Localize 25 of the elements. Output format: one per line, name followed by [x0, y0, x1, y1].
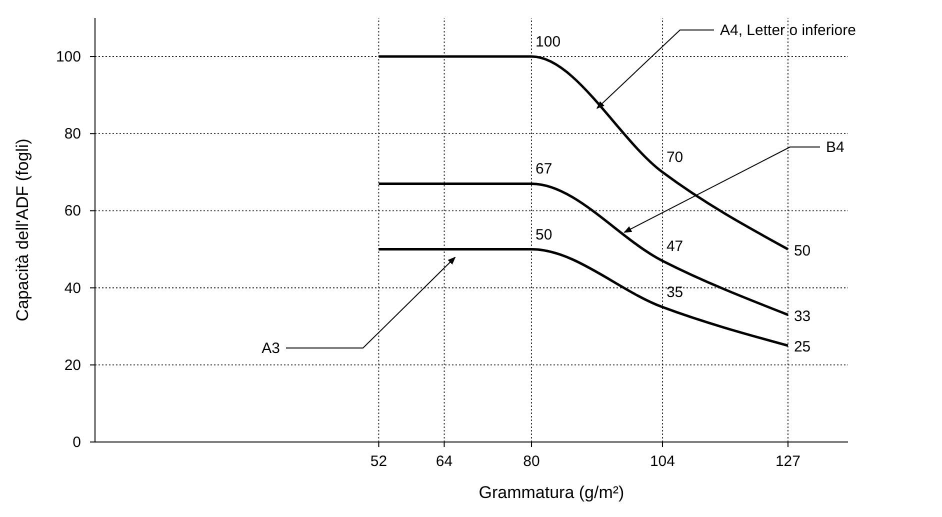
text: A4, Letter o inferiore — [720, 22, 856, 39]
data-label: 47 — [666, 238, 684, 255]
x-tick-label: 52 — [370, 453, 388, 470]
y-axis-title: Capacità dell'ADF (fogli) — [13, 138, 32, 322]
text: A3 — [262, 340, 280, 357]
y-tick-label: 40 — [64, 280, 81, 297]
x-tick-label: 64 — [436, 453, 453, 470]
x-tick-label: 104 — [650, 453, 675, 470]
data-label: 33 — [794, 308, 811, 325]
y-tick-label: 60 — [64, 202, 81, 220]
data-label: 50 — [536, 226, 552, 244]
text: B4 — [826, 139, 844, 156]
y-tick-label: 80 — [64, 126, 81, 143]
data-label: 35 — [666, 284, 684, 302]
data-label: 70 — [666, 149, 684, 166]
x-axis-title: Grammatura (g/m²) — [478, 483, 624, 502]
y-tick-label: 20 — [64, 356, 81, 374]
data-label: 100 — [536, 34, 561, 51]
data-label: 50 — [794, 242, 811, 260]
y-tick-label: 0 — [72, 434, 81, 451]
data-label: 67 — [536, 160, 552, 178]
y-tick-label: 100 — [56, 48, 81, 66]
x-tick-label: 80 — [523, 453, 540, 470]
x-tick-label: 127 — [775, 453, 800, 470]
data-label: 25 — [794, 338, 811, 356]
